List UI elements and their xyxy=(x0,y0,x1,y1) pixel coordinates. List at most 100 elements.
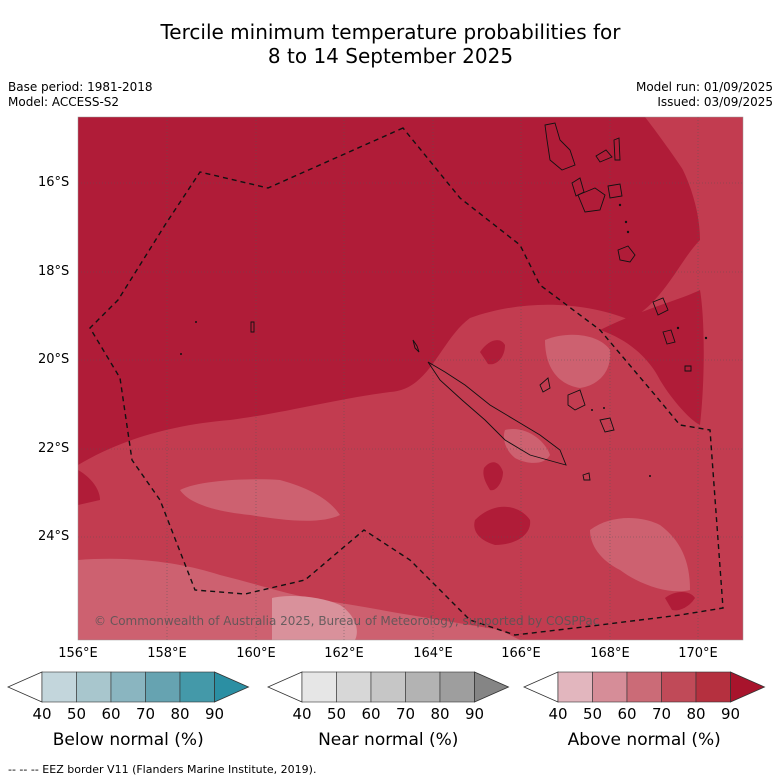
below-normal-colorbar-segment xyxy=(76,671,112,703)
vanuatu-island-2 xyxy=(571,177,585,197)
field-60-patch-4 xyxy=(503,429,550,463)
below-normal-colorbar-segment xyxy=(179,671,215,703)
meta-left: Base period: 1981-2018 Model: ACCESS-S2 xyxy=(8,80,153,110)
lon-label-164e: 164°E xyxy=(413,646,453,661)
field-80-blob-3 xyxy=(483,462,503,491)
vanuatu-efate xyxy=(617,245,636,263)
field-60-patch-3 xyxy=(590,518,690,592)
islet-dots xyxy=(180,203,708,477)
above-normal-colorbar-high-end xyxy=(730,671,766,703)
lat-label-24s: 24°S xyxy=(38,529,70,544)
above-normal-tick-label: 80 xyxy=(686,705,706,723)
near-normal-colorbar-low-end xyxy=(267,671,303,703)
near-normal-colorbar-segment xyxy=(370,671,406,703)
lon-label-168e: 168°E xyxy=(590,646,630,661)
field-80-blob-7 xyxy=(565,234,582,251)
above-normal-colorbar-segment xyxy=(626,671,662,703)
field-80-blob-4 xyxy=(480,340,505,365)
above-normal-tick-label: 60 xyxy=(617,705,637,723)
field-70-upper-right xyxy=(645,117,743,270)
near-normal-tick-label: 70 xyxy=(395,705,416,723)
loyalty-island-3 xyxy=(599,417,615,433)
map-title-line1: Tercile minimum temperature probabilitie… xyxy=(160,20,621,44)
above-normal-colorbar-segment xyxy=(661,671,697,703)
below-normal-colorbar-segment xyxy=(110,671,146,703)
field-60-patch-1 xyxy=(180,479,340,521)
field-60-patch-2 xyxy=(545,334,611,388)
near-normal-colorbar-segment xyxy=(439,671,475,703)
base-period: Base period: 1981-2018 xyxy=(8,80,153,94)
above-normal-colorbar-segment xyxy=(557,671,593,703)
copyright-notice: © Commonwealth of Australia 2025, Bureau… xyxy=(94,614,600,628)
below-normal-tick-label: 90 xyxy=(204,705,225,723)
above-normal-colorbar-segment xyxy=(695,671,731,703)
loyalty-island-1 xyxy=(539,377,551,393)
coastlines xyxy=(250,122,692,481)
below-normal-tick-label: 80 xyxy=(170,705,190,723)
small-islet-1 xyxy=(412,339,420,353)
vanuatu-aneityum xyxy=(684,365,692,372)
above-normal-tick-label: 50 xyxy=(582,705,603,723)
grid xyxy=(78,117,743,640)
near-normal-colorbar-segment xyxy=(301,671,337,703)
near-normal-tick-label: 40 xyxy=(292,705,312,723)
vanuatu-island-3 xyxy=(613,137,621,161)
above-normal-tick-label: 40 xyxy=(548,705,568,723)
vanuatu-tanna xyxy=(662,329,676,345)
below-normal-tick-label: 60 xyxy=(101,705,121,723)
below-normal-colorbar-segment xyxy=(41,671,77,703)
colorbars xyxy=(7,671,766,703)
field-80-blob-5 xyxy=(78,470,100,505)
below-normal-colorbar-low-end xyxy=(7,671,43,703)
near-normal-colorbar-segment xyxy=(405,671,441,703)
below-normal-tick-label: 50 xyxy=(66,705,87,723)
near-normal-tick-label: 90 xyxy=(464,705,485,723)
lat-label-20s: 20°S xyxy=(38,352,70,367)
lon-label-158e: 158°E xyxy=(147,646,187,661)
above-normal-colorbar-low-end xyxy=(523,671,559,703)
eez-border xyxy=(89,127,724,636)
near-normal-tick-label: 50 xyxy=(326,705,347,723)
new-caledonia-outline xyxy=(427,361,567,466)
model-run: Model run: 01/09/2025 xyxy=(635,80,773,94)
near-normal-colorbar-segment xyxy=(336,671,372,703)
lat-label-18s: 18°S xyxy=(38,264,70,279)
probability-fields xyxy=(78,117,743,640)
near-normal-colorbar-high-end xyxy=(474,671,510,703)
above-normal-colorbar-title: Above normal (%) xyxy=(567,730,721,750)
lon-label-156e: 156°E xyxy=(58,646,98,661)
field-80-blob-2 xyxy=(474,506,531,545)
below-normal-colorbar-high-end xyxy=(214,671,250,703)
field-80-blob-1 xyxy=(600,290,704,425)
lat-label-22s: 22°S xyxy=(38,441,70,456)
below-normal-colorbar-title: Below normal (%) xyxy=(52,730,204,750)
lon-label-170e: 170°E xyxy=(678,646,718,661)
above-normal-tick-label: 70 xyxy=(651,705,672,723)
field-50-patch xyxy=(272,596,357,640)
field-80-blob-6 xyxy=(665,592,695,611)
eez-footnote: -- -- -- EEZ border V11 (Flanders Marine… xyxy=(8,763,317,776)
loyalty-island-2 xyxy=(567,389,586,411)
near-normal-tick-label: 60 xyxy=(361,705,381,723)
above-normal-colorbar-segment xyxy=(592,671,628,703)
lon-label-160e: 160°E xyxy=(236,646,276,661)
small-islet-2 xyxy=(250,321,255,333)
lon-label-162e: 162°E xyxy=(324,646,364,661)
vanuatu-erromango xyxy=(652,297,669,316)
issued-date: Issued: 03/09/2025 xyxy=(657,95,773,109)
lon-label-166e: 166°E xyxy=(501,646,541,661)
map-frame xyxy=(77,116,744,641)
below-normal-colorbar-segment xyxy=(145,671,181,703)
map-title-line2: 8 to 14 September 2025 xyxy=(267,44,514,68)
vanuatu-santo xyxy=(544,122,576,171)
meta-right: Model run: 01/09/2025 Issued: 03/09/2025 xyxy=(636,80,773,110)
vanuatu-malekula xyxy=(577,187,606,213)
near-normal-tick-label: 80 xyxy=(430,705,450,723)
below-normal-tick-label: 40 xyxy=(32,705,52,723)
vanuatu-island-1 xyxy=(595,149,613,163)
vanuatu-island-4 xyxy=(607,183,623,199)
above-normal-tick-label: 90 xyxy=(720,705,741,723)
below-normal-tick-label: 70 xyxy=(135,705,156,723)
lat-label-16s: 16°S xyxy=(38,175,70,190)
